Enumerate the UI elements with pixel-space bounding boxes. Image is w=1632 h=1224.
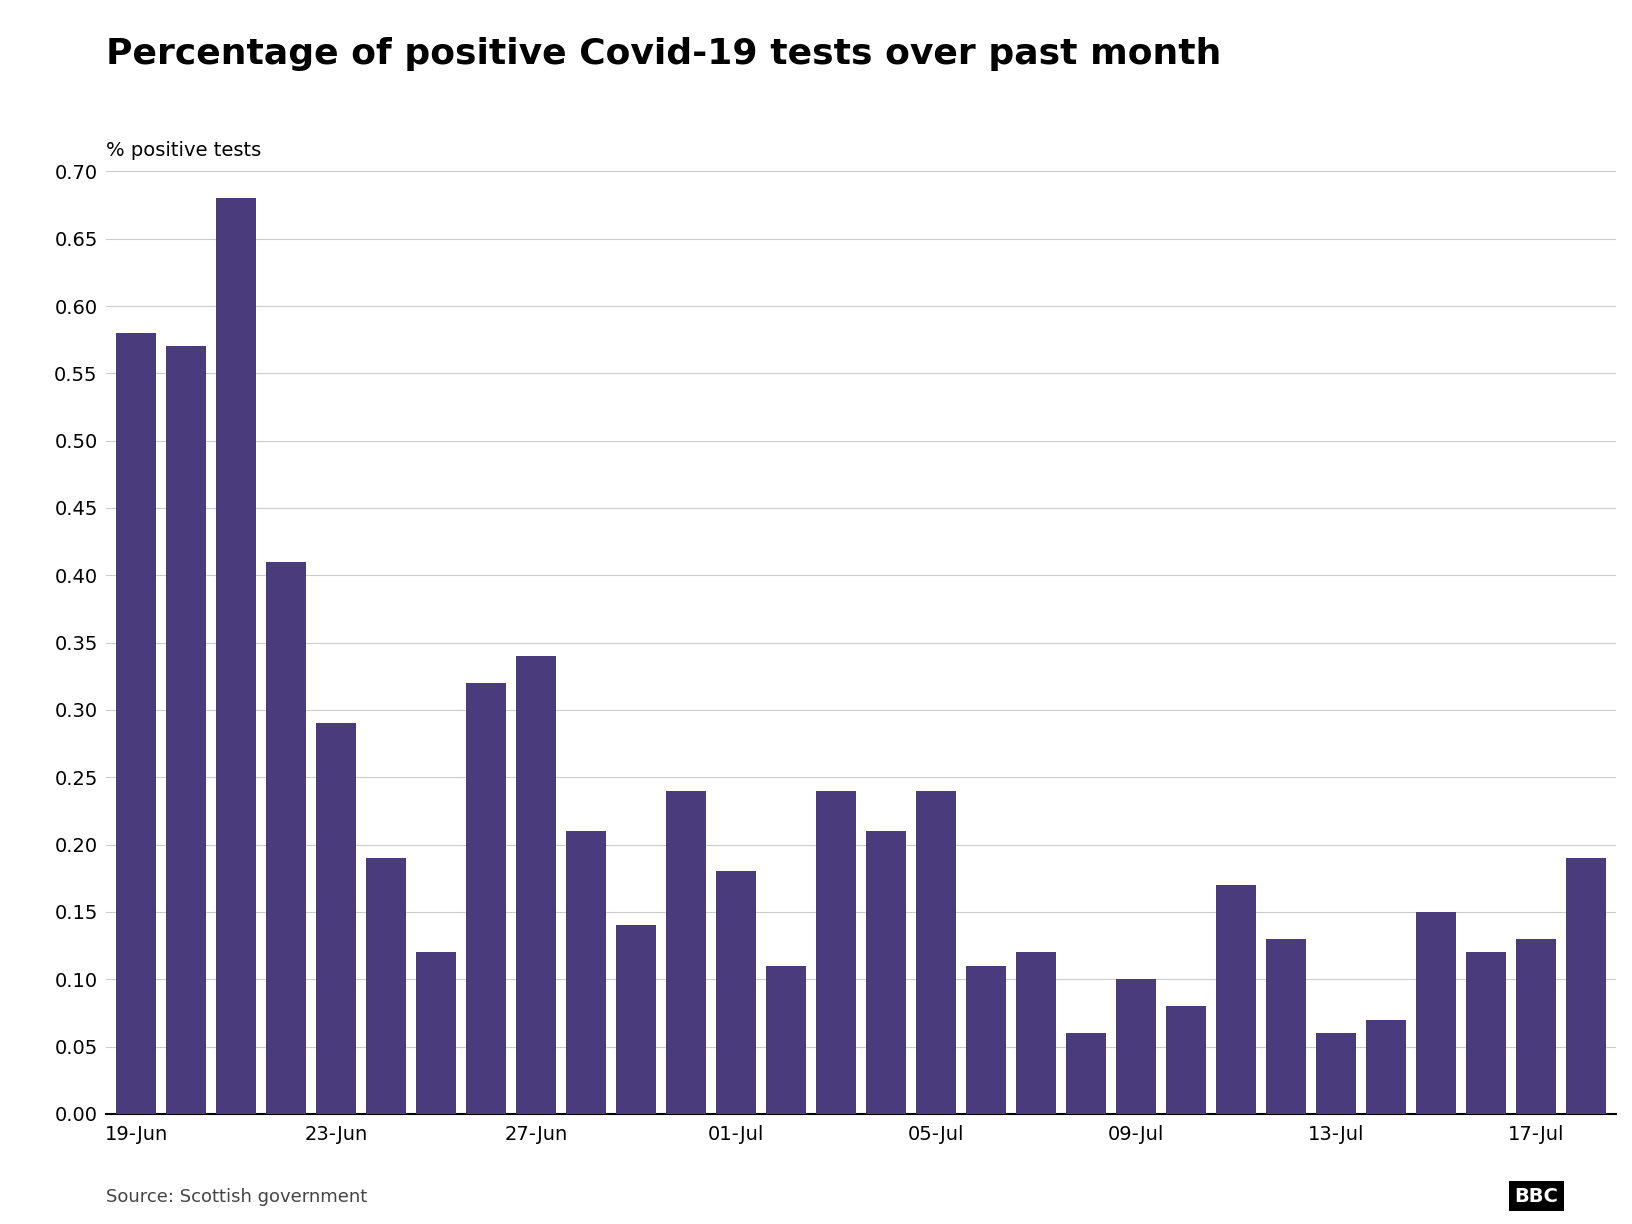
- Bar: [566, 831, 605, 1114]
- Bar: [716, 871, 756, 1114]
- Bar: [266, 562, 307, 1114]
- Bar: [516, 656, 557, 1114]
- Bar: [366, 858, 406, 1114]
- Bar: [916, 791, 956, 1114]
- Bar: [166, 346, 206, 1114]
- Text: BBC: BBC: [1514, 1186, 1559, 1206]
- Bar: [1015, 952, 1056, 1114]
- Bar: [1516, 939, 1555, 1114]
- Bar: [966, 966, 1005, 1114]
- Bar: [416, 952, 455, 1114]
- Bar: [116, 333, 157, 1114]
- Text: Percentage of positive Covid-19 tests over past month: Percentage of positive Covid-19 tests ov…: [106, 37, 1221, 71]
- Bar: [666, 791, 707, 1114]
- Bar: [1415, 912, 1456, 1114]
- Text: Source: Scottish government: Source: Scottish government: [106, 1187, 367, 1206]
- Bar: [1216, 885, 1255, 1114]
- Bar: [467, 683, 506, 1114]
- Bar: [1165, 1006, 1206, 1114]
- Bar: [1315, 1033, 1356, 1114]
- Text: % positive tests: % positive tests: [106, 141, 261, 160]
- Bar: [1565, 858, 1606, 1114]
- Bar: [1066, 1033, 1106, 1114]
- Bar: [765, 966, 806, 1114]
- Bar: [816, 791, 855, 1114]
- Bar: [615, 925, 656, 1114]
- Bar: [1366, 1020, 1405, 1114]
- Bar: [1466, 952, 1506, 1114]
- Bar: [1266, 939, 1306, 1114]
- Bar: [1116, 979, 1155, 1114]
- Bar: [215, 198, 256, 1114]
- Bar: [867, 831, 906, 1114]
- Bar: [317, 723, 356, 1114]
